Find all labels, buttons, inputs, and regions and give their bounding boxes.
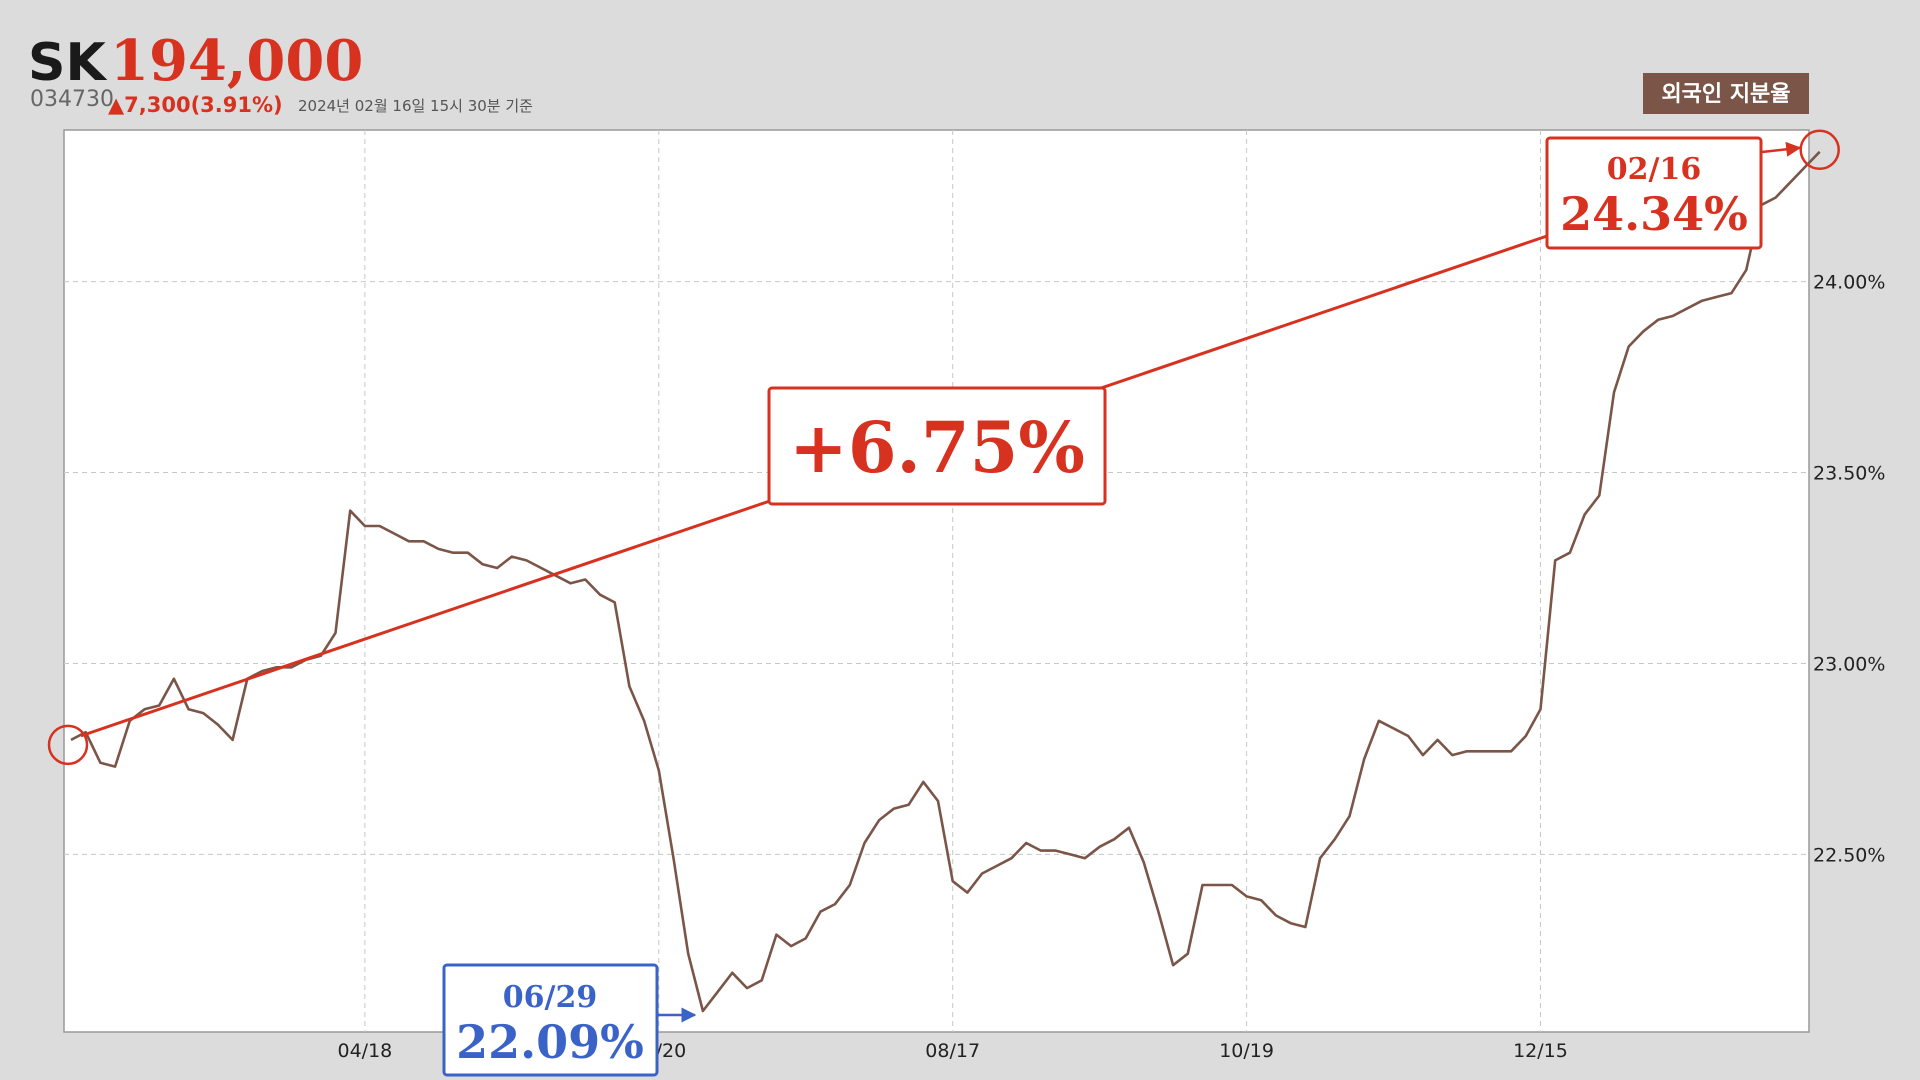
x-tick-label: 08/17	[925, 1040, 980, 1062]
lines	[70, 150, 1821, 1013]
start-circle	[47, 724, 89, 766]
x-tick-label: 04/18	[338, 1040, 393, 1062]
low-value: 22.09%	[456, 1015, 644, 1069]
y-tick-label: 22.50%	[1813, 844, 1885, 866]
end-arrow	[1761, 141, 1802, 157]
data-line	[70, 150, 1821, 1013]
x-tick-label: 10/19	[1219, 1040, 1274, 1062]
y-tick-label: 23.50%	[1813, 463, 1885, 485]
y-tick-label: 23.00%	[1813, 653, 1885, 675]
stock-code: 034730	[30, 87, 114, 112]
series-tag: 외국인 지분율	[1661, 82, 1790, 107]
low-box	[442, 963, 659, 1077]
stock-price: 194,000	[110, 28, 363, 94]
price-change: ▲7,300(3.91%)	[108, 93, 283, 117]
end-box	[1545, 136, 1763, 250]
end-value: 24.34%	[1560, 187, 1748, 241]
stock-name: SK	[28, 33, 107, 93]
series-tag-bg	[1643, 73, 1809, 114]
grid: 22.50%23.00%23.50%24.00%04/18 06/20 08/17 1…	[64, 130, 1885, 1062]
low-date: 06/29	[503, 980, 597, 1015]
change-label: +6.75%	[789, 406, 1085, 489]
y-tick-label: 24.00%	[1813, 272, 1885, 294]
change-box	[767, 386, 1107, 506]
timestamp: 2024년 02월 16일 15시 30분 기준	[298, 97, 533, 115]
plot-area	[63, 129, 1810, 1033]
end-date: 02/16	[1607, 152, 1701, 187]
x-tick-label: 12/15	[1513, 1040, 1568, 1062]
